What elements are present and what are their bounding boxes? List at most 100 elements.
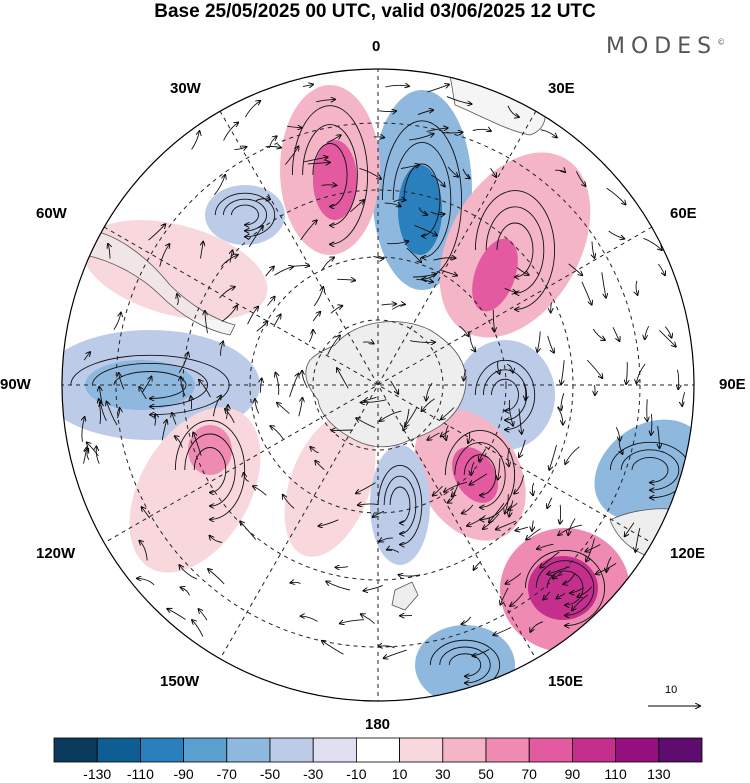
wind-vector (547, 497, 553, 508)
wind-vector (70, 354, 230, 414)
wind-vector (530, 621, 543, 632)
wind-vector (362, 342, 374, 344)
wind-vector (310, 447, 319, 454)
wind-vector (471, 461, 475, 475)
wind-vector (179, 565, 198, 580)
wind-vector (385, 85, 409, 87)
wind-vector (505, 494, 509, 513)
wind-vector (210, 536, 223, 543)
colorbar-swatch (572, 737, 617, 763)
wind-vector (549, 444, 557, 470)
wind-vector (418, 207, 427, 214)
colorbar-tick-label: 130 (647, 766, 671, 782)
wind-vector (547, 335, 554, 353)
wind-vector (426, 382, 433, 401)
lon-label-150w: 150W (160, 673, 200, 690)
lon-label-120w: 120W (36, 545, 76, 562)
wind-vector (464, 369, 466, 381)
colorbar-swatch (528, 737, 573, 763)
wind-vector (321, 185, 337, 186)
colorbar-swatch (355, 737, 400, 763)
wind-vector (381, 304, 397, 305)
wind-vector (108, 244, 110, 259)
wind-vector (177, 294, 178, 306)
wind-vector (535, 560, 595, 616)
wind-vector (523, 383, 525, 401)
wind-vector (113, 371, 187, 399)
wind-vector (363, 584, 384, 590)
wind-vector (469, 331, 476, 351)
wind-vector (139, 541, 148, 561)
wind-vector (373, 255, 383, 258)
wind-vector (577, 586, 593, 597)
wind-vector (485, 206, 545, 293)
wind-vector (682, 392, 686, 406)
wind-vector (191, 131, 200, 150)
wind-vector (540, 551, 560, 568)
lon-label-150e: 150E (548, 673, 584, 690)
lon-label-90e: 90E (719, 376, 746, 393)
wind-vector (468, 432, 470, 443)
wind-vector (91, 362, 209, 406)
wind-vector (291, 266, 310, 267)
wind-vector (426, 128, 448, 132)
wind-vector (443, 132, 462, 133)
new-zealand-land (391, 581, 419, 611)
wind-vector (592, 328, 605, 340)
wind-vector (498, 458, 500, 479)
anomaly-blob-tasman-sea-core (528, 556, 598, 620)
wind-vector (142, 377, 152, 393)
wind-vector (201, 242, 204, 259)
wind-vector (406, 247, 421, 262)
wind-vector (253, 486, 267, 496)
lon-label-60w: 60W (36, 205, 67, 222)
wind-vector (636, 363, 646, 383)
wind-vector (519, 408, 522, 434)
wind-vector (302, 84, 313, 86)
wind-vector (431, 174, 445, 186)
wind-vector (315, 461, 325, 471)
wind-vector (561, 360, 565, 384)
wind-vector (586, 359, 602, 378)
colorbar-swatch (658, 737, 703, 763)
wind-vector (380, 410, 402, 421)
wind-vector (308, 330, 313, 343)
wind-vector (496, 520, 517, 530)
wind-vector (393, 200, 406, 202)
wind-vector (414, 224, 438, 235)
wind-vector (482, 369, 528, 420)
colorbar-swatch (615, 737, 660, 763)
colorbar-swatch (399, 737, 444, 763)
wind-vector (302, 371, 308, 388)
wind-vector (514, 475, 525, 494)
wind-vector (551, 302, 552, 313)
anomaly-blob-southern-ocean-135E-core (452, 447, 498, 503)
lon-label-120e: 120E (670, 545, 706, 562)
wind-vector (594, 385, 595, 395)
wind-vector (620, 449, 680, 490)
wind-vector (172, 413, 177, 425)
wind-vector (174, 420, 246, 520)
wind-vector (479, 448, 487, 461)
wind-vector (364, 396, 377, 401)
wind-vector (247, 307, 259, 325)
wind-vector (615, 426, 620, 441)
wind-vector (504, 287, 517, 292)
wind-vector (561, 393, 565, 410)
wind-vector (326, 581, 350, 591)
wind-vector (100, 402, 107, 422)
wind-vector (556, 593, 566, 599)
colorbar-tick-label: 110 (604, 766, 627, 782)
wind-vector (657, 263, 665, 275)
wind-vector (244, 473, 249, 482)
wind-vector (490, 168, 497, 177)
wind-vector (392, 304, 405, 310)
wind-vector (350, 200, 364, 213)
wind-vector (387, 549, 400, 553)
wind-vector (107, 402, 118, 426)
wind-vector (606, 187, 626, 205)
wind-vector (446, 96, 472, 104)
wind-vector (290, 582, 301, 583)
wind-vector (433, 485, 443, 496)
wind-vector (540, 129, 557, 138)
